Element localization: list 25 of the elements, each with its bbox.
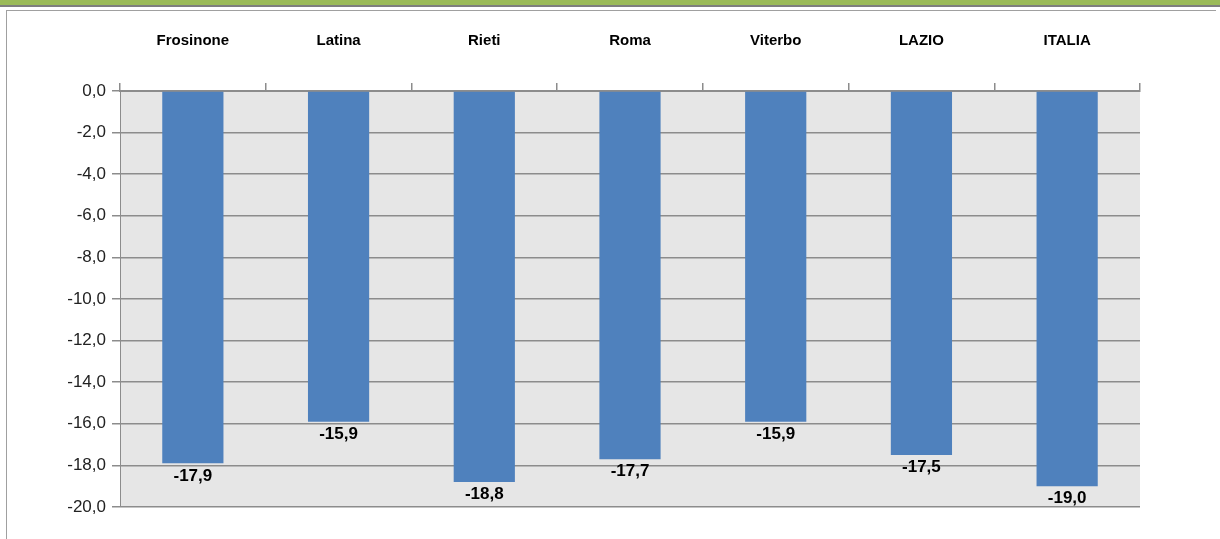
data-label: -17,7 xyxy=(610,461,650,481)
x-tick-label: ITALIA xyxy=(1043,31,1091,49)
y-tick-label: -20,0 xyxy=(67,496,106,516)
y-tick-label: -2,0 xyxy=(76,122,106,142)
y-tick-label: -12,0 xyxy=(67,330,106,350)
y-tick-label: 0,0 xyxy=(82,80,106,100)
y-tick-label: -10,0 xyxy=(67,288,106,308)
data-label: -15,9 xyxy=(319,423,358,443)
x-tick-label: LAZIO xyxy=(898,31,945,49)
y-tick-label: -6,0 xyxy=(76,205,106,225)
data-label: -17,9 xyxy=(173,465,213,485)
y-tick-label: -8,0 xyxy=(76,247,106,267)
y-tick-label: -14,0 xyxy=(67,371,106,391)
y-tick-label: -4,0 xyxy=(76,163,106,183)
data-label: -15,9 xyxy=(756,423,796,443)
data-label: -17,5 xyxy=(902,457,941,477)
data-label: -18,8 xyxy=(464,484,504,504)
x-tick-label: Rieti xyxy=(468,31,501,49)
x-tick-label: Roma xyxy=(609,31,652,49)
x-tick-label: Viterbo xyxy=(750,31,802,49)
y-tick-label: -18,0 xyxy=(67,455,106,475)
x-tick-label: Latina xyxy=(316,31,362,49)
y-tick-label: -16,0 xyxy=(67,413,106,433)
x-tick-label: Frosinone xyxy=(156,31,230,49)
data-label: -19,0 xyxy=(1047,488,1087,508)
